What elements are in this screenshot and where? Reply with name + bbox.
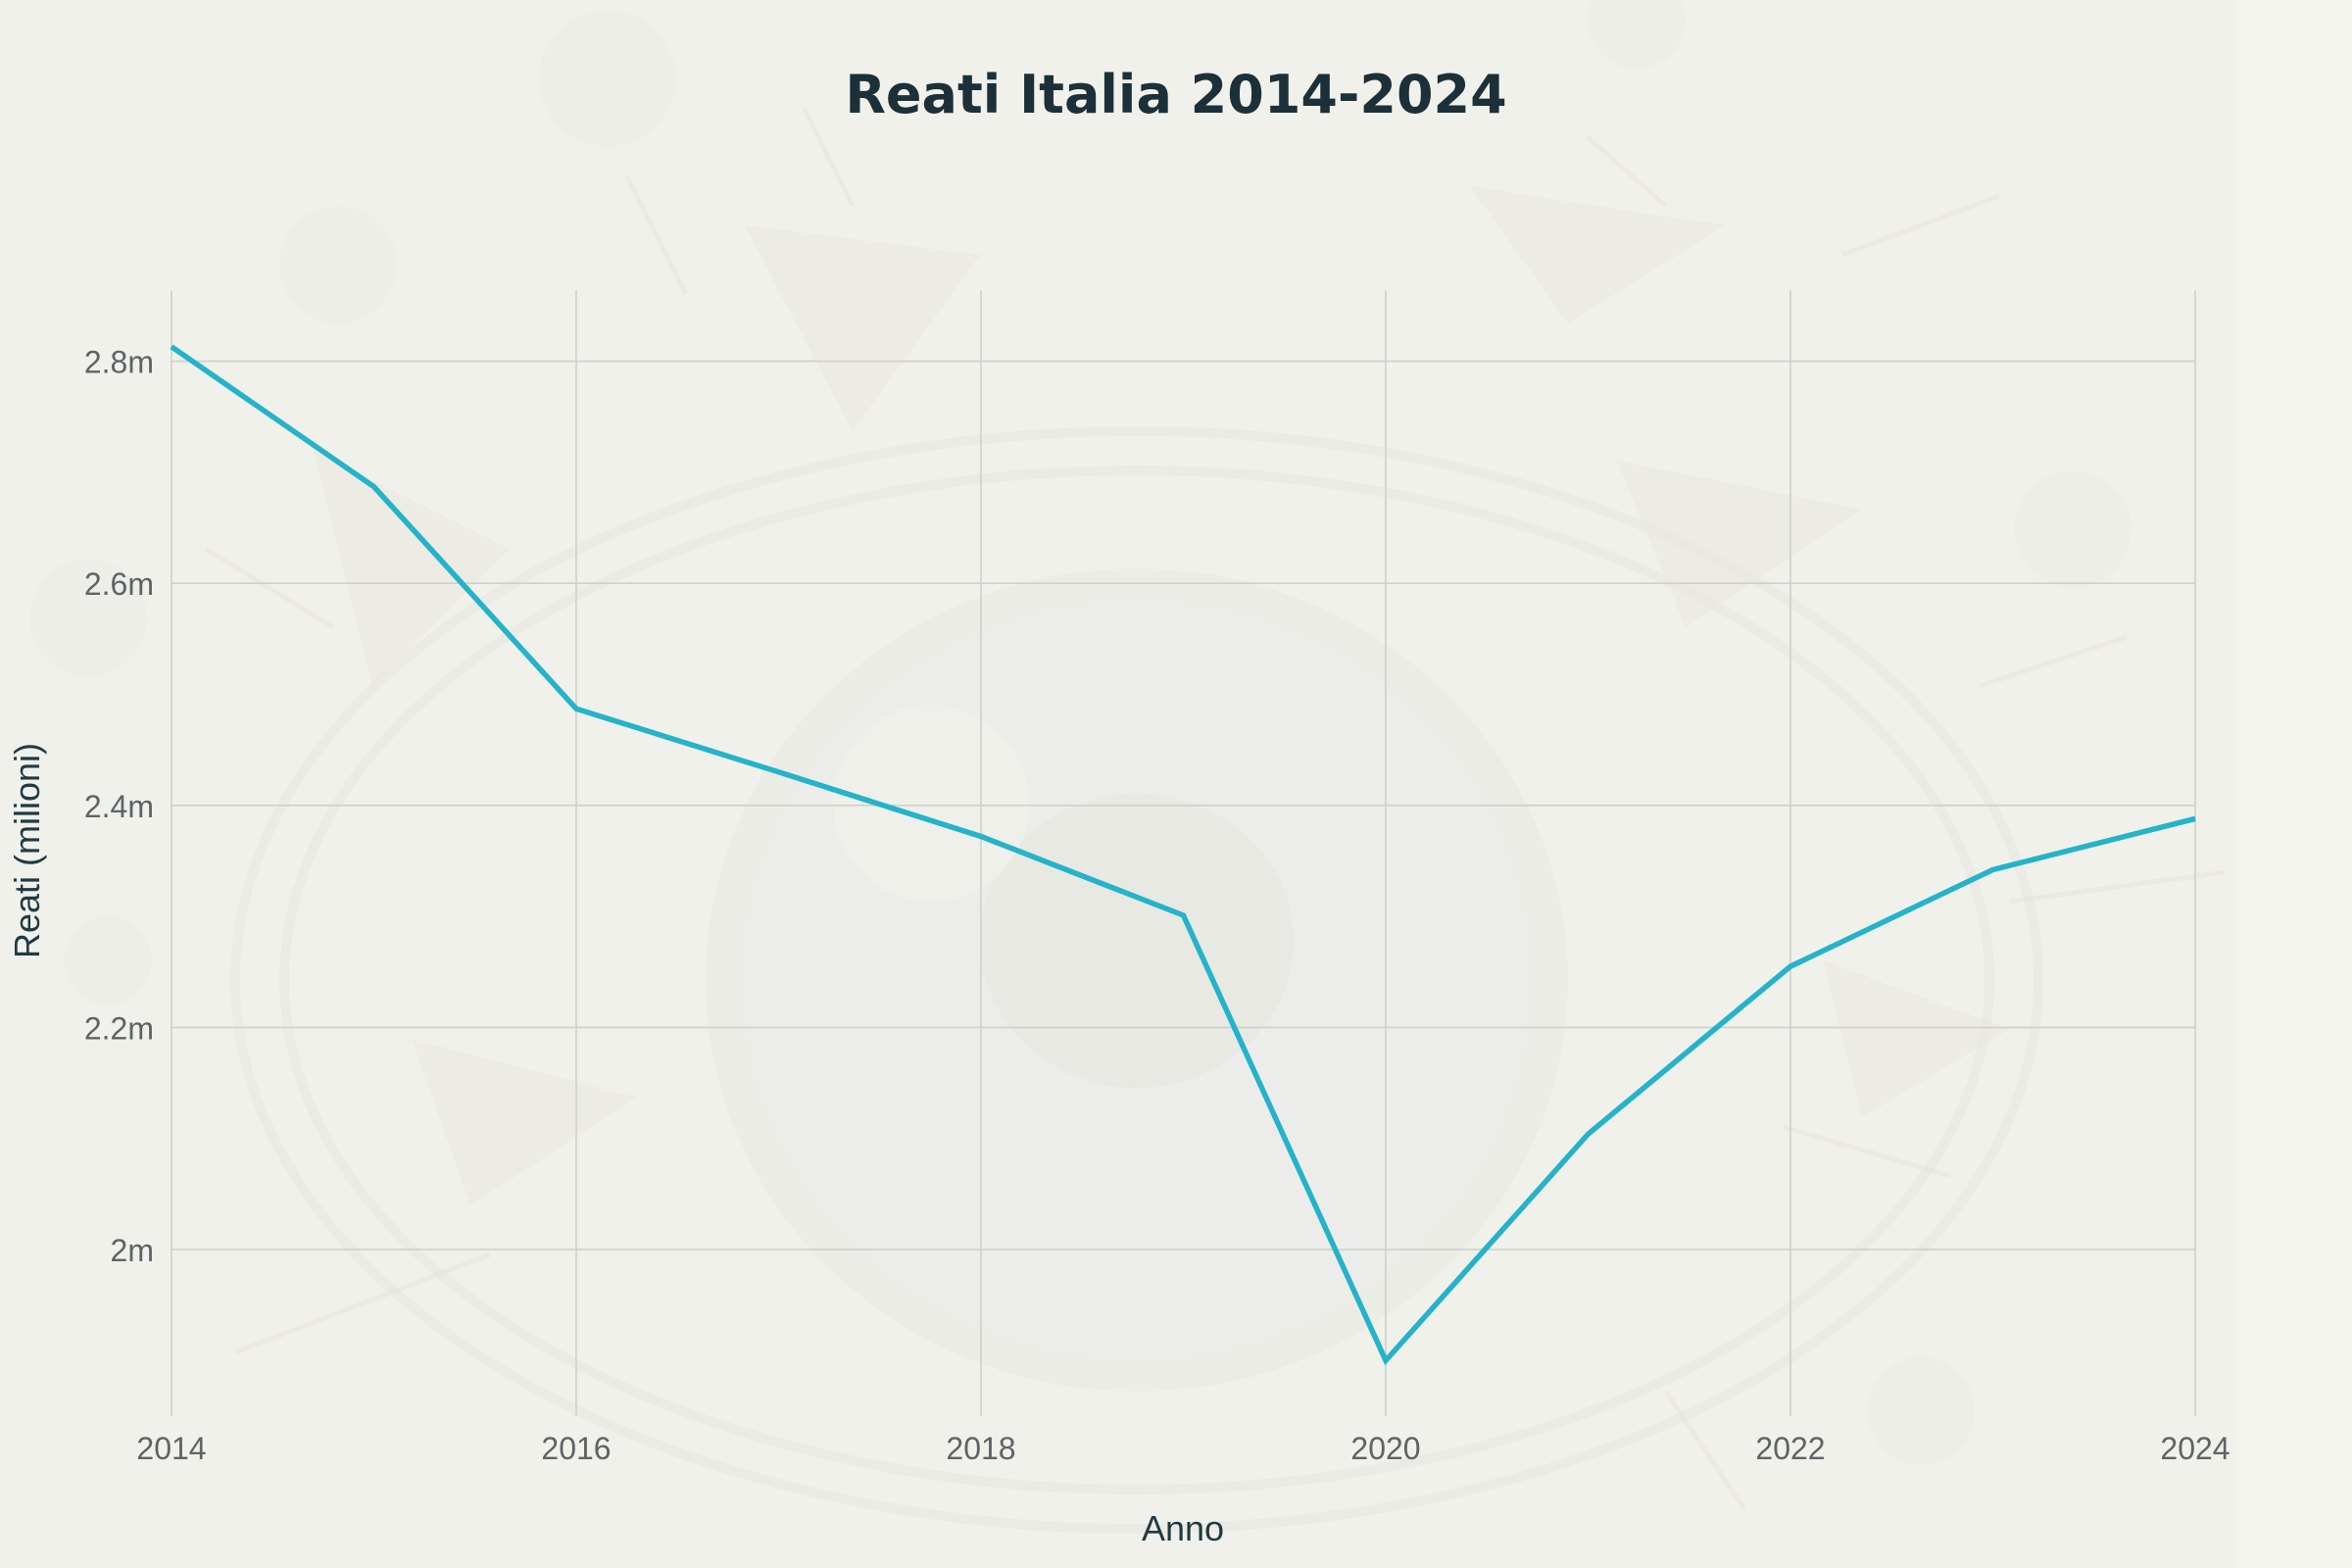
y-tick-label: 2.6m: [84, 566, 154, 602]
x-tick-label: 2014: [136, 1431, 206, 1466]
x-axis-tick-labels: 2014 2016 2018 2020 2022 2024: [136, 1431, 2230, 1466]
series-layer: [170, 344, 2196, 1366]
chart-title: Reati Italia 2014-2024: [845, 64, 1506, 125]
series-line-0: [170, 344, 2196, 1366]
y-tick-label: 2m: [111, 1233, 154, 1268]
x-tick-label: 2016: [541, 1431, 611, 1466]
x-tick-label: 2020: [1350, 1431, 1420, 1466]
y-tick-label: 2.8m: [84, 345, 154, 380]
y-axis-label: Reati (milioni): [7, 743, 47, 958]
x-tick-label: 2018: [946, 1431, 1015, 1466]
grid-lines: [171, 290, 2196, 1416]
y-axis-tick-labels: 2m 2.2m 2.4m 2.6m 2.8m: [84, 345, 154, 1269]
x-tick-label: 2022: [1755, 1431, 1825, 1466]
y-tick-label: 2.2m: [84, 1010, 154, 1046]
x-axis-label: Anno: [1142, 1508, 1224, 1548]
y-tick-label: 2.4m: [84, 789, 154, 824]
x-tick-label: 2024: [2160, 1431, 2230, 1466]
right-margin-strip: [2236, 0, 2352, 1568]
